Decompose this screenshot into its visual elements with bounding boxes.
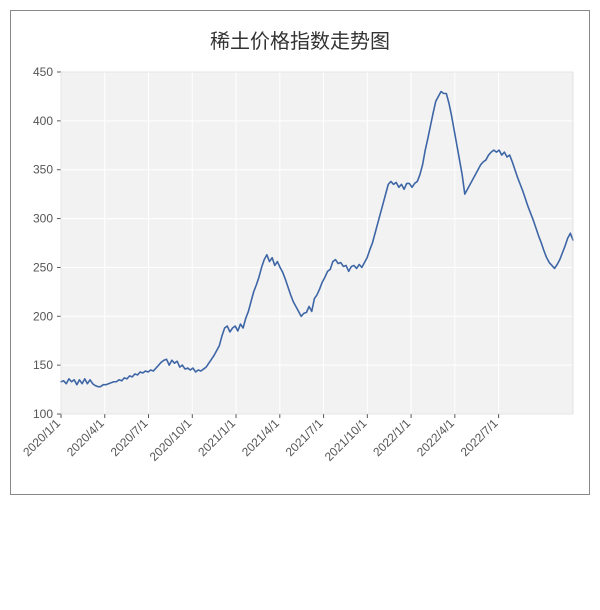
svg-text:2021/7/1: 2021/7/1 — [283, 416, 326, 459]
svg-text:450: 450 — [33, 65, 53, 79]
svg-text:2020/4/1: 2020/4/1 — [64, 416, 107, 459]
svg-text:400: 400 — [33, 114, 53, 128]
svg-text:2022/1/1: 2022/1/1 — [370, 416, 413, 459]
svg-text:2020/1/1: 2020/1/1 — [20, 416, 63, 459]
svg-text:2022/4/1: 2022/4/1 — [414, 416, 457, 459]
chart-plot: 1001502002503003504004502020/1/12020/4/1… — [11, 64, 589, 494]
svg-text:2022/7/1: 2022/7/1 — [458, 416, 501, 459]
line-chart-svg: 1001502002503003504004502020/1/12020/4/1… — [11, 64, 591, 494]
svg-text:200: 200 — [33, 309, 53, 323]
chart-container: 稀土价格指数走势图 1001502002503003504004502020/1… — [10, 10, 590, 495]
svg-text:150: 150 — [33, 358, 53, 372]
svg-text:2021/10/1: 2021/10/1 — [322, 416, 370, 464]
svg-text:250: 250 — [33, 260, 53, 274]
svg-text:2020/7/1: 2020/7/1 — [108, 416, 151, 459]
svg-text:2021/1/1: 2021/1/1 — [195, 416, 238, 459]
chart-title: 稀土价格指数走势图 — [11, 11, 589, 64]
svg-text:2021/4/1: 2021/4/1 — [239, 416, 282, 459]
svg-text:350: 350 — [33, 163, 53, 177]
svg-text:300: 300 — [33, 212, 53, 226]
svg-text:2020/10/1: 2020/10/1 — [147, 416, 195, 464]
